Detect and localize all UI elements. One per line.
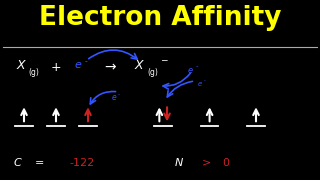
Text: Electron Affinity: Electron Affinity <box>39 5 281 31</box>
Text: e: e <box>198 81 202 87</box>
Text: -: - <box>118 92 120 97</box>
Text: e: e <box>111 93 116 102</box>
Text: N: N <box>175 158 183 168</box>
Text: X: X <box>17 59 25 72</box>
Text: (g): (g) <box>28 68 39 77</box>
Text: (g): (g) <box>148 68 158 77</box>
Text: e: e <box>75 60 82 70</box>
Text: C: C <box>14 158 21 168</box>
Text: >: > <box>202 158 211 168</box>
Text: →: → <box>105 60 116 75</box>
Text: −: − <box>160 55 168 64</box>
Text: -: - <box>196 64 198 70</box>
Text: -: - <box>204 78 206 84</box>
Text: e: e <box>188 66 193 75</box>
Text: 0: 0 <box>222 158 229 168</box>
Text: +: + <box>51 61 61 74</box>
Text: =: = <box>35 158 45 168</box>
Text: X: X <box>135 59 143 72</box>
Text: -: - <box>84 57 87 66</box>
Text: -122: -122 <box>69 158 94 168</box>
